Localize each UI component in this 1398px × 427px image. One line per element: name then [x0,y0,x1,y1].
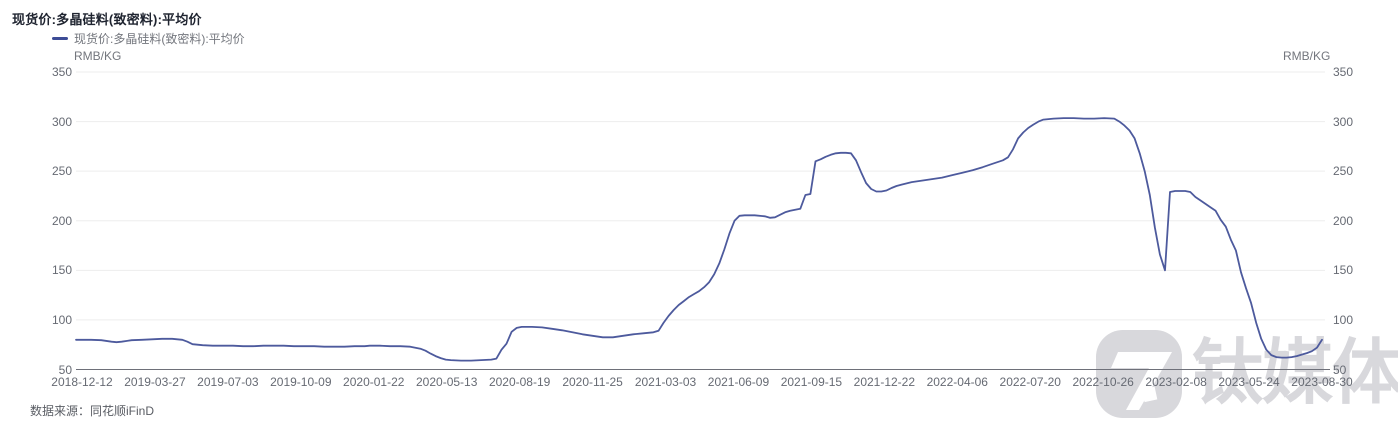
watermark-text: 钛媒体 [1192,334,1398,413]
legend-line-swatch-icon [52,36,68,40]
legend-item[interactable]: 现货价:多晶硅料(致密料):平均价 [52,31,245,46]
watermark: 钛媒体 [1096,330,1398,418]
tmtpost-logo-icon [1096,330,1182,418]
price-series-line [75,117,1323,362]
legend-label: 现货价:多晶硅料(致密料):平均价 [74,31,245,46]
